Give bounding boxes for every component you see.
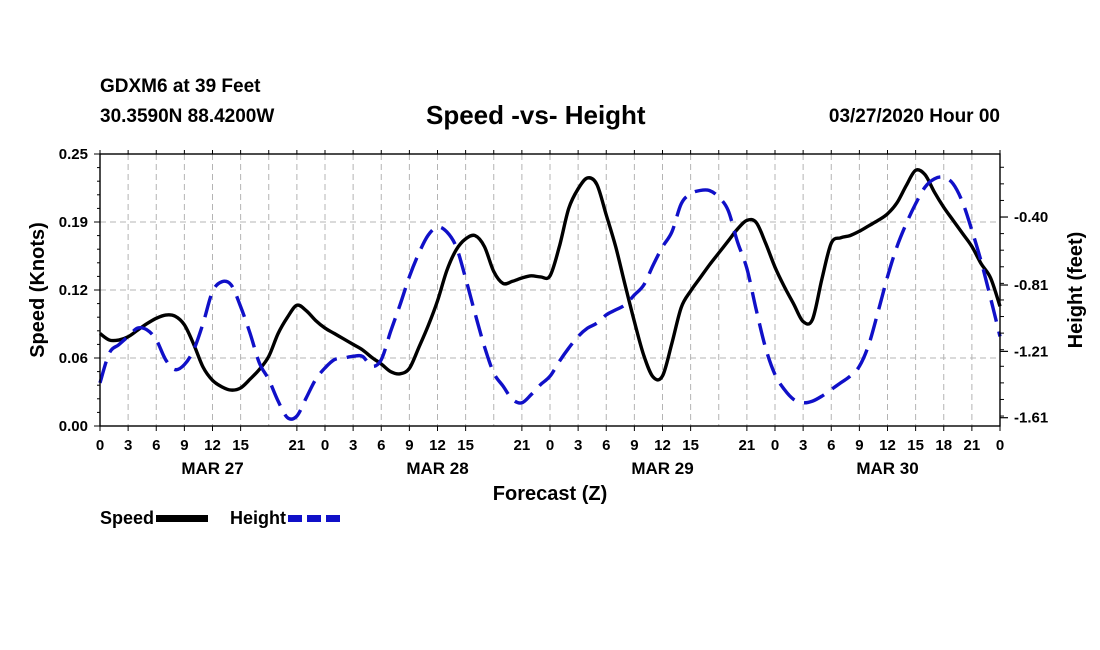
legend-height-swatch [288, 515, 340, 522]
x-tick-label: 3 [349, 437, 357, 454]
y-left-tick-label: 0.25 [59, 146, 88, 163]
x-tick-label: 3 [574, 437, 582, 454]
forecast-date: 03/27/2020 Hour 00 [828, 106, 1000, 127]
legend-height: Height [230, 508, 340, 529]
x-tick-label: 12 [654, 437, 671, 454]
y-right-tick-label: -0.40 [1014, 209, 1048, 226]
y-right-tick-label: -1.21 [1014, 343, 1048, 360]
x-tick-label: 0 [546, 437, 554, 454]
legend-speed: Speed [100, 508, 209, 529]
y-left-tick-label: 0.12 [59, 282, 88, 299]
axis-ticks [94, 150, 1008, 431]
y-left-tick-label: 0.19 [59, 214, 88, 231]
y-right-tick-label: -0.81 [1014, 277, 1048, 294]
legend-height-label: Height [230, 508, 286, 528]
grid-lines [100, 154, 1000, 426]
x-tick-label: 6 [377, 437, 385, 454]
x-date-label: MAR 30 [856, 459, 918, 478]
x-tick-label: 9 [855, 437, 863, 454]
chart-title: Speed -vs- Height [426, 100, 646, 130]
x-date-label: MAR 27 [181, 459, 243, 478]
x-tick-label: 15 [682, 437, 699, 454]
data-series [98, 168, 1002, 421]
y-axis-title-left: Speed (Knots) [27, 222, 49, 358]
station-coordinates: 30.3590N 88.4200W [100, 106, 275, 127]
series-line-height [98, 175, 1002, 421]
x-tick-label: 3 [124, 437, 132, 454]
y-left-tick-label: 0.00 [59, 418, 88, 435]
station-title: GDXM6 at 39 Feet [100, 76, 261, 97]
x-date-label: MAR 29 [631, 459, 693, 478]
x-tick-label: 0 [771, 437, 779, 454]
y-right-tick-label: -1.61 [1014, 410, 1048, 427]
x-tick-label: 9 [405, 437, 413, 454]
series-line-speed [98, 168, 1002, 392]
x-tick-label: 0 [321, 437, 329, 454]
x-tick-label: 0 [996, 437, 1004, 454]
axis-labels: 0 3 6 9 12 15 21 0 3 6 9 12 15 21 0 3 6 9 12 15 21 0 3 6 9 12 15 18… [59, 146, 1048, 478]
x-tick-label: 21 [739, 437, 756, 454]
x-tick-label: 12 [879, 437, 896, 454]
legend-speed-label: Speed [100, 508, 155, 528]
legend-speed-swatch [156, 515, 209, 522]
x-tick-label: 15 [457, 437, 474, 454]
x-tick-label: 21 [964, 437, 981, 454]
x-axis-title: Forecast (Z) [493, 483, 607, 505]
x-tick-label: 6 [602, 437, 610, 454]
x-tick-label: 0 [96, 437, 104, 454]
x-tick-label: 15 [907, 437, 924, 454]
x-tick-label: 6 [827, 437, 835, 454]
x-tick-label: 9 [180, 437, 188, 454]
y-axis-title-right: Height (feet) [1065, 232, 1087, 349]
x-tick-label: 15 [232, 437, 249, 454]
x-date-label: MAR 28 [406, 459, 468, 478]
y-left-tick-label: 0.06 [59, 350, 88, 367]
x-tick-label: 3 [799, 437, 807, 454]
x-tick-label: 21 [289, 437, 306, 454]
x-tick-label: 9 [630, 437, 638, 454]
x-tick-label: 12 [429, 437, 446, 454]
x-tick-label: 6 [152, 437, 160, 454]
x-tick-label: 12 [204, 437, 221, 454]
x-tick-label: 18 [935, 437, 952, 454]
x-tick-label: 21 [514, 437, 531, 454]
